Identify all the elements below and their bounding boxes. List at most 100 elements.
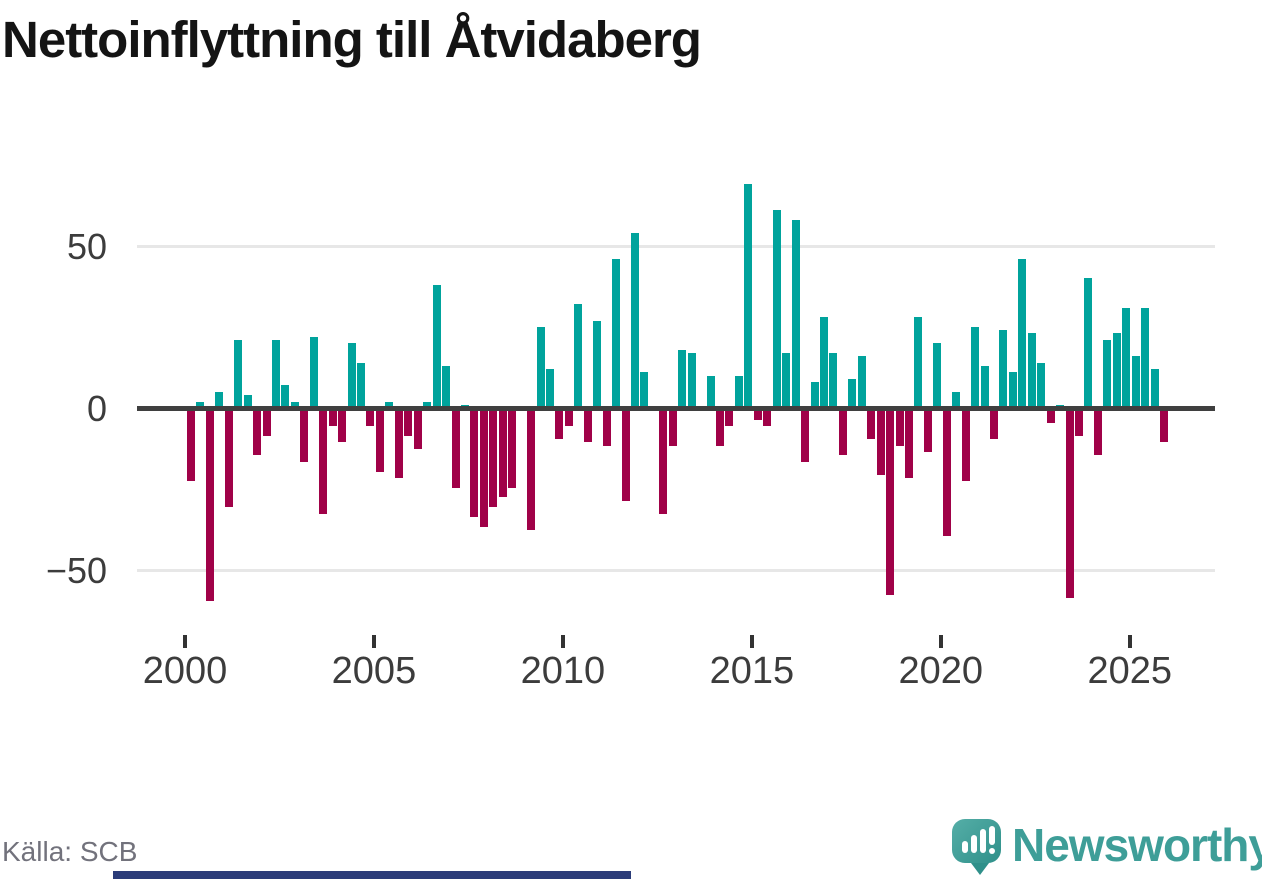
speech-bubble-bar-chart-icon — [952, 819, 1001, 863]
bar-2017-Q4 — [857, 356, 866, 408]
newsworthy-wordmark: Newsworthy — [1012, 819, 1262, 871]
bar-2021-Q4 — [1008, 372, 1017, 408]
bar-2022-Q2 — [1027, 333, 1036, 408]
bar-2002-Q2 — [272, 339, 281, 408]
bar-2024-Q3 — [1112, 333, 1121, 408]
x-axis-tick-label-2015: 2015 — [709, 650, 795, 692]
bar-2006-Q3 — [432, 284, 441, 408]
bar-2002-Q3 — [281, 385, 290, 408]
bar-2015-Q2 — [763, 410, 772, 427]
bar-2024-Q2 — [1103, 339, 1112, 408]
bar-2013-Q4 — [706, 375, 715, 408]
x-axis-tick-label-2000: 2000 — [142, 650, 228, 692]
x-axis-tick-label-2010: 2010 — [520, 650, 606, 692]
bar-2009-Q3 — [545, 369, 554, 408]
y-axis-tick-label: 0 — [86, 388, 107, 429]
bar-2007-Q4 — [479, 410, 488, 527]
y-axis-tick-label: −50 — [45, 550, 107, 591]
bar-2025-Q3 — [1150, 369, 1159, 408]
bar-2003-Q4 — [328, 410, 337, 427]
bar-2007-Q3 — [470, 410, 479, 517]
bar-2001-Q2 — [234, 339, 243, 408]
bar-2023-Q4 — [1084, 278, 1093, 408]
bar-2000-Q3 — [205, 410, 214, 602]
bar-2019-Q3 — [923, 410, 932, 453]
bar-2025-Q4 — [1160, 410, 1169, 443]
bar-2004-Q1 — [338, 410, 347, 443]
gridline-y-50 — [137, 245, 1215, 248]
x-axis-tick-mark-2000 — [183, 635, 187, 648]
bar-2010-Q2 — [574, 304, 583, 408]
bar-2000-Q2 — [196, 401, 205, 408]
bar-2017-Q2 — [838, 410, 847, 456]
bar-2009-Q4 — [555, 410, 564, 440]
bar-2017-Q3 — [848, 378, 857, 408]
bar-2012-Q1 — [640, 372, 649, 408]
chart-title: Nettoinflyttning till Åtvidaberg — [2, 11, 702, 68]
bar-2016-Q2 — [801, 410, 810, 462]
bar-2015-Q3 — [772, 210, 781, 408]
bar-2000-Q4 — [215, 391, 224, 408]
x-axis-tick-mark-2015 — [749, 635, 754, 648]
bar-2020-Q3 — [961, 410, 970, 482]
bar-2002-Q1 — [262, 410, 271, 436]
bar-2024-Q4 — [1122, 307, 1131, 408]
bar-2008-Q2 — [498, 410, 507, 498]
bar-2014-Q1 — [716, 410, 725, 446]
speech-bubble-tail-icon — [968, 859, 992, 875]
bar-2005-Q1 — [375, 410, 384, 472]
bar-2006-Q2 — [423, 401, 432, 408]
bar-2012-Q3 — [659, 410, 668, 514]
bar-2023-Q3 — [1075, 410, 1084, 436]
y-axis-tick-label: 50 — [66, 226, 107, 267]
x-axis-tick-mark-2025 — [1127, 635, 1132, 648]
bar-2020-Q4 — [971, 327, 980, 408]
x-axis-tick-label-2005: 2005 — [331, 650, 417, 692]
bar-2019-Q4 — [933, 343, 942, 408]
bar-2011-Q1 — [602, 410, 611, 446]
bar-2016-Q4 — [819, 317, 828, 408]
bar-2011-Q4 — [631, 233, 639, 408]
bar-2022-Q1 — [1018, 258, 1027, 408]
bar-2025-Q2 — [1141, 307, 1150, 408]
bar-2008-Q3 — [508, 410, 517, 488]
bar-2006-Q1 — [413, 410, 422, 449]
bar-2013-Q1 — [678, 349, 687, 408]
bar-2000-Q1 — [187, 410, 195, 482]
bar-2022-Q4 — [1046, 410, 1055, 423]
bar-2007-Q1 — [451, 410, 460, 488]
bar-2010-Q4 — [593, 320, 602, 408]
bar-2003-Q3 — [319, 410, 328, 514]
bottom-accent-bar — [113, 871, 631, 879]
x-axis-tick-mark-2020 — [938, 635, 943, 648]
bar-2016-Q3 — [810, 382, 819, 408]
bar-2019-Q1 — [904, 410, 913, 479]
bar-2008-Q1 — [489, 410, 498, 508]
bar-2015-Q1 — [753, 410, 762, 420]
source-note: Källa: SCB — [2, 836, 138, 867]
bar-2014-Q3 — [734, 375, 743, 408]
bar-2004-Q3 — [357, 362, 366, 408]
bar-2002-Q4 — [290, 401, 299, 408]
bar-2022-Q3 — [1037, 362, 1046, 408]
bar-2021-Q1 — [980, 365, 989, 408]
bar-2016-Q1 — [791, 220, 800, 408]
bar-2015-Q4 — [782, 352, 791, 408]
bar-2018-Q1 — [867, 410, 876, 440]
bar-2020-Q1 — [942, 410, 951, 537]
bar-2001-Q1 — [224, 410, 233, 508]
bar-2001-Q4 — [253, 410, 262, 456]
bar-2004-Q4 — [366, 410, 375, 427]
bar-2005-Q4 — [404, 410, 413, 436]
bar-2021-Q2 — [989, 410, 998, 440]
bar-2024-Q1 — [1093, 410, 1102, 456]
gridline-y--50 — [137, 569, 1215, 572]
bar-2005-Q3 — [394, 410, 403, 479]
bar-2019-Q2 — [914, 317, 923, 408]
bar-2003-Q2 — [309, 336, 318, 408]
bar-2014-Q4 — [744, 184, 753, 408]
bar-2005-Q2 — [385, 401, 394, 408]
bar-2003-Q1 — [300, 410, 309, 462]
bar-2011-Q3 — [621, 410, 630, 501]
